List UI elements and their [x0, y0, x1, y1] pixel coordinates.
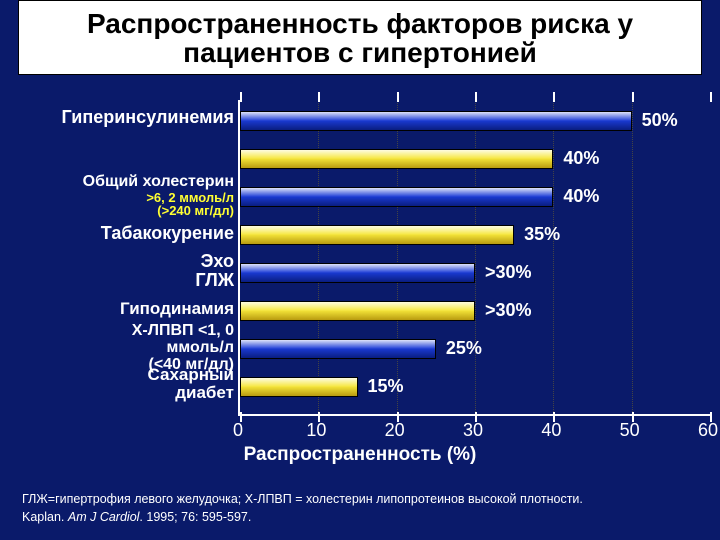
footnote-cite: . 1995; 76: 595-597.: [139, 510, 251, 524]
bar-value-label: 15%: [368, 376, 404, 397]
x-tick-label: 10: [306, 420, 326, 441]
bar: [240, 377, 358, 397]
bar: [240, 301, 475, 321]
bar-category-label: Общий холестерин>6, 2 ммоль/л(>240 мг/дл…: [0, 174, 234, 218]
x-tick-label: 60: [698, 420, 718, 441]
bar: [240, 187, 553, 207]
bar: [240, 111, 632, 131]
footnote-journal: Am J Cardiol: [68, 510, 140, 524]
slide: Распространенность факторов риска у паци…: [0, 0, 720, 540]
footnote-line2: Kaplan. Am J Cardiol. 1995; 76: 595-597.: [22, 509, 583, 527]
title-box: Распространенность факторов риска у паци…: [18, 0, 702, 75]
bar-category-label: Гиперинсулинемия: [0, 108, 234, 127]
bar-category-label: Табакокурение: [0, 224, 234, 243]
plot-area: 50%40%40%35%>30%>30%25%15%: [238, 100, 710, 416]
x-axis-label: Распространенность (%): [0, 444, 720, 466]
x-tick-label: 50: [620, 420, 640, 441]
x-tick-label: 20: [385, 420, 405, 441]
bar-value-label: >30%: [485, 262, 532, 283]
footnote-line1: ГЛЖ=гипертрофия левого желудочка; Х-ЛПВП…: [22, 491, 583, 509]
slide-title: Распространенность факторов риска у паци…: [29, 9, 691, 68]
bar-value-label: 40%: [563, 186, 599, 207]
bar-category-label: ЭхоГЛЖ: [0, 252, 234, 290]
x-tick-label: 30: [463, 420, 483, 441]
chart: 50%40%40%35%>30%>30%25%15% Распространен…: [0, 94, 720, 470]
bar-value-label: 50%: [642, 110, 678, 131]
bar: [240, 263, 475, 283]
footnote-author: Kaplan.: [22, 510, 68, 524]
bar: [240, 339, 436, 359]
x-tick-label: 40: [541, 420, 561, 441]
bar-category-label: Сахарныйдиабет: [0, 366, 234, 402]
bar-value-label: >30%: [485, 300, 532, 321]
bar-category-label: Гиподинамия: [0, 300, 234, 318]
bar-value-label: 25%: [446, 338, 482, 359]
x-tick-label: 0: [233, 420, 243, 441]
bar-value-label: 40%: [563, 148, 599, 169]
footnote: ГЛЖ=гипертрофия левого желудочка; Х-ЛПВП…: [22, 491, 583, 526]
bar-value-label: 35%: [524, 224, 560, 245]
bar: [240, 225, 514, 245]
bar: [240, 149, 553, 169]
